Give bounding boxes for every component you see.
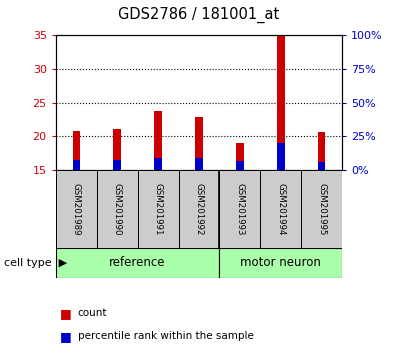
Text: count: count xyxy=(78,308,107,318)
Text: reference: reference xyxy=(109,256,166,269)
Text: GSM201994: GSM201994 xyxy=(276,183,285,235)
Text: ■: ■ xyxy=(60,307,72,320)
Bar xyxy=(318,162,326,170)
Bar xyxy=(219,170,260,248)
Text: GSM201991: GSM201991 xyxy=(154,183,162,235)
Bar xyxy=(236,143,244,170)
Bar xyxy=(56,248,219,278)
Text: GSM201989: GSM201989 xyxy=(72,183,81,235)
Text: GSM201995: GSM201995 xyxy=(317,183,326,235)
Bar xyxy=(154,158,162,170)
Text: GSM201993: GSM201993 xyxy=(236,183,244,235)
Bar xyxy=(113,129,121,170)
Bar xyxy=(97,170,138,248)
Text: cell type  ▶: cell type ▶ xyxy=(4,258,67,268)
Bar xyxy=(154,112,162,170)
Bar xyxy=(195,117,203,170)
Bar xyxy=(318,132,326,170)
Bar xyxy=(138,170,179,248)
Text: GDS2786 / 181001_at: GDS2786 / 181001_at xyxy=(118,7,280,23)
Bar xyxy=(277,143,285,170)
Bar xyxy=(260,170,301,248)
Text: percentile rank within the sample: percentile rank within the sample xyxy=(78,331,254,341)
Text: GSM201992: GSM201992 xyxy=(195,183,203,235)
Bar xyxy=(72,131,80,170)
Bar xyxy=(277,35,285,170)
Bar xyxy=(219,248,342,278)
Bar xyxy=(72,160,80,170)
Text: ■: ■ xyxy=(60,330,72,343)
Bar xyxy=(113,160,121,170)
Bar xyxy=(301,170,342,248)
Text: motor neuron: motor neuron xyxy=(240,256,321,269)
Bar xyxy=(195,158,203,170)
Bar xyxy=(236,161,244,170)
Bar xyxy=(179,170,219,248)
Text: GSM201990: GSM201990 xyxy=(113,183,122,235)
Bar xyxy=(56,170,97,248)
